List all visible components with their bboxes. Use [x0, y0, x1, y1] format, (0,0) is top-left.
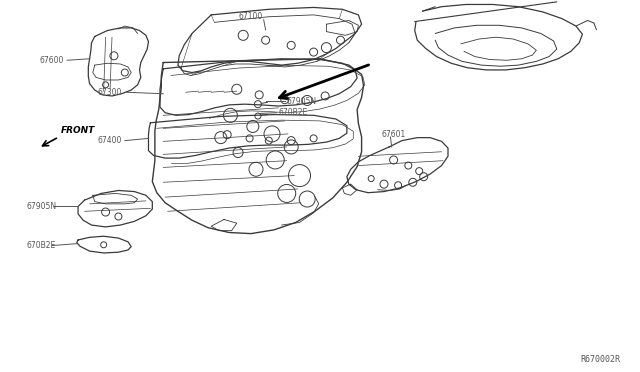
Text: 670B2E: 670B2E	[278, 108, 308, 117]
Text: 67300: 67300	[97, 88, 122, 97]
Text: FRONT: FRONT	[61, 126, 95, 135]
Text: 67400: 67400	[97, 136, 122, 145]
Text: 67600: 67600	[40, 56, 64, 65]
Text: 67601: 67601	[381, 130, 406, 139]
Text: 67905N: 67905N	[27, 202, 57, 211]
Text: 670B2E: 670B2E	[27, 241, 56, 250]
Text: 67905N: 67905N	[287, 97, 317, 106]
Text: R670002R: R670002R	[580, 355, 620, 364]
Text: 67100: 67100	[238, 12, 262, 21]
